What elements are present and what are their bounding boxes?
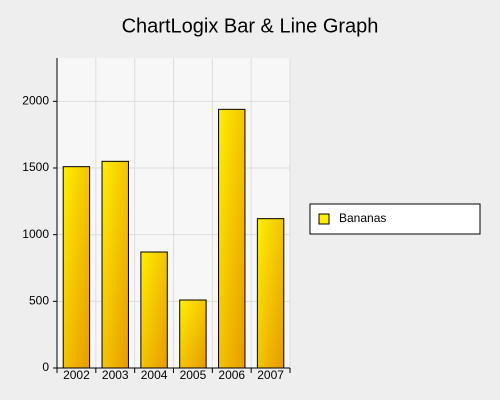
x-tick-label: 2005	[180, 368, 207, 382]
bar	[256, 218, 285, 369]
bar	[179, 299, 207, 369]
bar	[140, 251, 168, 369]
y-tick-label: 0	[42, 360, 49, 374]
y-tick-label: 1500	[22, 160, 49, 174]
y-tick-label: 1000	[22, 227, 49, 241]
x-tick-label: 2006	[218, 368, 245, 382]
chart-title: ChartLogix Bar & Line Graph	[122, 15, 379, 37]
x-tick-label: 2007	[257, 368, 284, 382]
x-tick-label: 2003	[102, 368, 129, 382]
legend-swatch	[318, 213, 330, 225]
legend-box	[309, 203, 481, 235]
x-tick-label: 2004	[141, 368, 168, 382]
bar	[101, 160, 129, 369]
bar	[218, 108, 246, 369]
y-tick-label: 500	[29, 294, 49, 308]
legend-label: Bananas	[339, 211, 386, 225]
bar	[62, 166, 91, 369]
x-tick-label: 2002	[63, 368, 90, 382]
y-tick-label: 2000	[22, 94, 49, 108]
